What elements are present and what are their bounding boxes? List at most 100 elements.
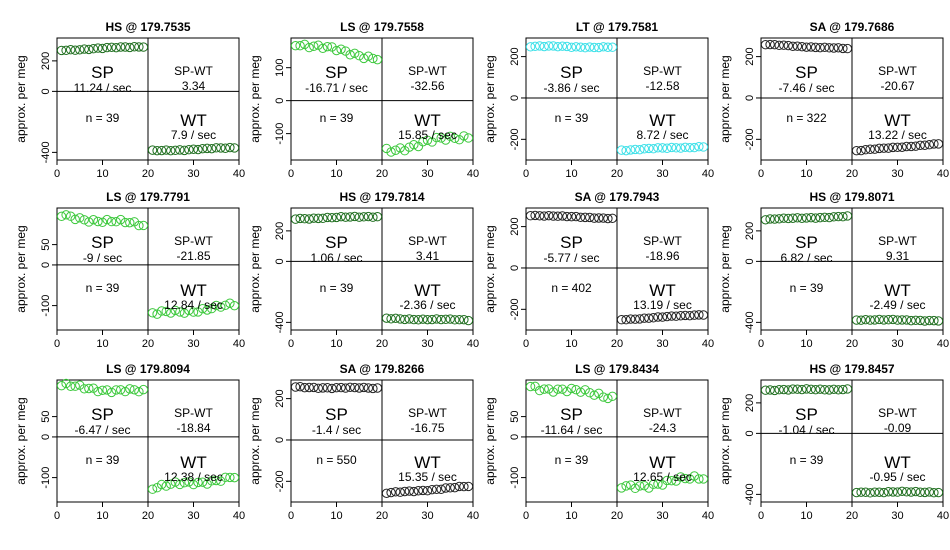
panel-title: HS @ 179.7535 (105, 20, 190, 34)
data-point (530, 210, 540, 221)
x-tick-label: 40 (233, 168, 245, 180)
y-tick-label: 200 (509, 47, 521, 65)
data-point (147, 145, 158, 155)
x-tick-label: 0 (288, 168, 294, 180)
data-point (820, 212, 830, 223)
y-axis-label: approx. per meg (14, 55, 28, 142)
data-point (84, 217, 94, 227)
data-point (454, 314, 465, 325)
x-tick-label: 30 (187, 510, 199, 522)
x-tick-label: 20 (376, 338, 388, 350)
data-point (801, 213, 812, 223)
data-point (901, 315, 912, 325)
data-point (685, 310, 695, 321)
y-tick-label: 0 (744, 258, 756, 264)
data-point (562, 211, 572, 222)
x-tick-label: 40 (937, 168, 949, 180)
y-tick-label: -400 (744, 483, 756, 505)
data-point (901, 141, 912, 152)
data-point (883, 143, 894, 153)
data-point (400, 486, 410, 497)
data-point (548, 387, 558, 397)
data-point (897, 315, 907, 325)
spwt-label: SP-WT (643, 234, 682, 248)
data-point (797, 41, 807, 52)
data-point (395, 487, 405, 497)
data-point (824, 212, 834, 223)
data-point (662, 311, 672, 322)
data-point (409, 486, 419, 497)
data-point (760, 39, 771, 50)
y-axis-label: approx. per meg (483, 55, 497, 142)
data-point (79, 384, 90, 394)
x-tick-label: 10 (565, 168, 577, 180)
data-point (111, 217, 121, 227)
data-point (359, 212, 369, 222)
data-point (404, 142, 414, 152)
data-point (188, 307, 199, 317)
panel-title: LS @ 179.8434 (575, 362, 659, 376)
data-point (621, 315, 631, 325)
data-point (120, 217, 130, 228)
wt-value: -2.36 / sec (399, 298, 455, 312)
y-tick-label: 50 (40, 410, 52, 422)
data-point (211, 143, 221, 153)
data-point (147, 308, 158, 318)
x-tick-label: 0 (523, 510, 529, 522)
x-tick-label: 10 (96, 510, 108, 522)
data-point (589, 390, 599, 400)
data-point (156, 479, 167, 490)
data-point (309, 213, 319, 223)
panel-4: SA @ 179.7686 0 10 20 30 40 -200 0 200 approx. pe… (718, 20, 949, 180)
data-point (856, 487, 866, 497)
data-point (553, 384, 563, 394)
sp-value: -1.4 / sec (312, 423, 361, 437)
y-tick-label: 200 (744, 394, 756, 412)
data-point (295, 41, 305, 51)
wt-value: 12.84 / sec (164, 298, 223, 312)
panel-title: HS @ 179.7814 (339, 190, 424, 204)
wt-value: -0.95 / sec (869, 470, 925, 484)
data-point (920, 140, 930, 150)
data-point (915, 140, 925, 151)
data-point (431, 314, 442, 324)
data-point (689, 142, 700, 153)
data-point (395, 314, 405, 324)
data-point (676, 311, 686, 321)
data-point (630, 483, 640, 494)
spwt-value: -24.3 (649, 421, 677, 435)
data-point (318, 43, 328, 54)
data-point (657, 312, 668, 322)
y-tick-label: -400 (744, 311, 756, 333)
y-axis-label: approx. per meg (718, 55, 732, 142)
n-count: n = 39 (320, 111, 354, 125)
data-point (336, 382, 346, 393)
data-point (225, 472, 235, 483)
wt-label: WT (414, 111, 440, 130)
data-point (760, 215, 771, 225)
y-tick-label: 50 (40, 238, 52, 250)
data-point (594, 42, 604, 53)
data-point (788, 213, 798, 223)
data-point (698, 142, 709, 152)
data-point (125, 217, 135, 228)
data-point (779, 40, 789, 50)
x-tick-label: 40 (467, 338, 479, 350)
data-point (400, 314, 410, 325)
data-point (422, 486, 433, 496)
x-tick-label: 40 (467, 168, 479, 180)
data-point (810, 213, 821, 223)
n-count: n = 39 (86, 111, 120, 125)
wt-label: WT (649, 111, 675, 130)
data-point (166, 145, 176, 156)
data-point (530, 41, 540, 52)
data-point (648, 479, 659, 490)
data-point (806, 384, 816, 395)
data-point (838, 212, 848, 222)
sp-value: -11.64 / sec (541, 423, 603, 437)
data-point (929, 139, 939, 149)
data-point (70, 45, 80, 55)
